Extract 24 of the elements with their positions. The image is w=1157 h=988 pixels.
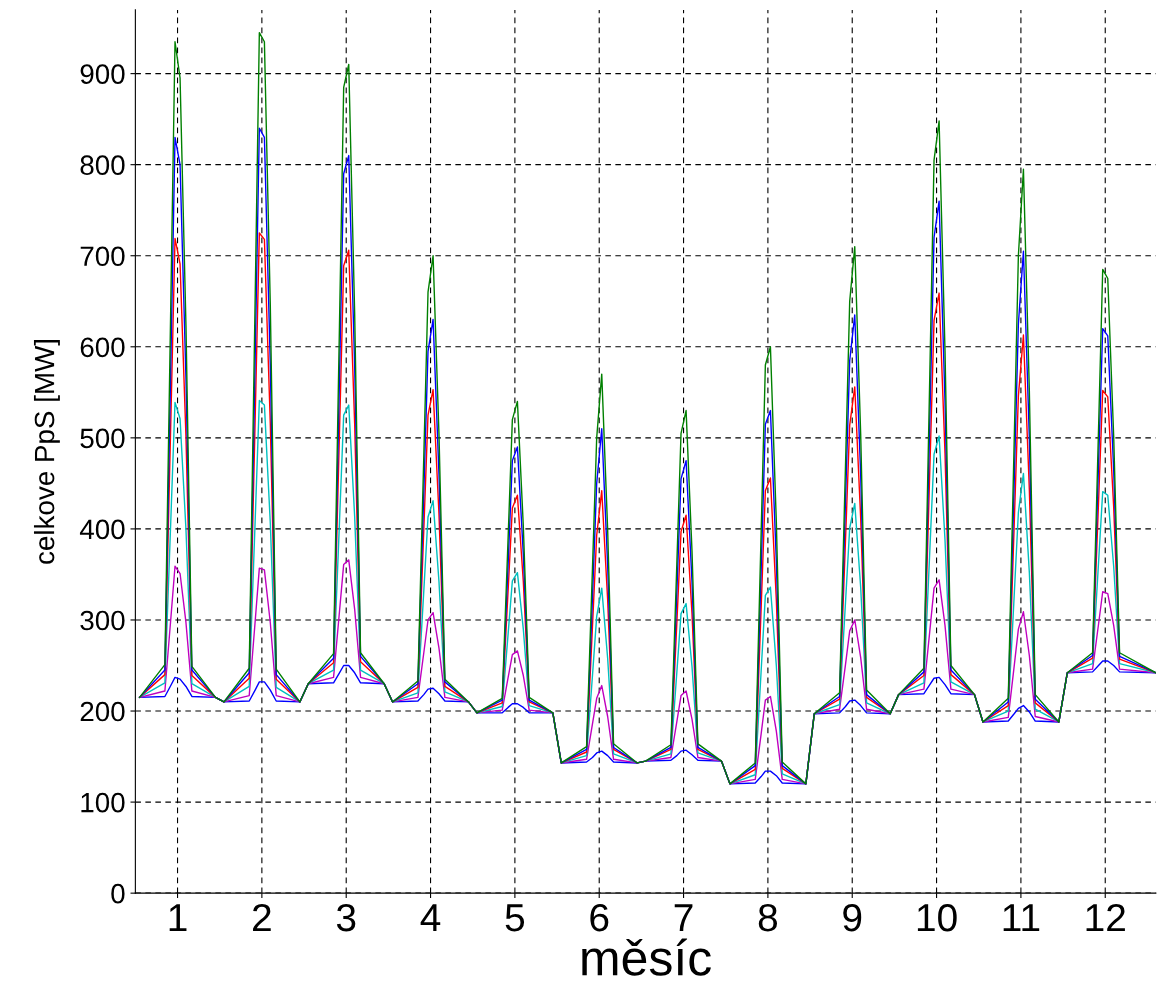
y-tick-label: 400 <box>79 519 125 540</box>
y-tick-label: 0 <box>111 883 125 904</box>
y-axis-title: celkove PpS [MW] <box>33 340 60 564</box>
x-tick-label: 2 <box>253 903 271 932</box>
y-tick-label: 500 <box>80 428 125 449</box>
x-tick-label: 7 <box>674 904 693 932</box>
x-tick-label: 11 <box>1003 904 1040 932</box>
y-tick-label: 600 <box>80 337 125 358</box>
y-tick-label: 700 <box>80 246 125 267</box>
y-tick-label: 800 <box>80 155 125 176</box>
x-tick-label: 10 <box>917 903 957 932</box>
y-tick-label: 900 <box>80 64 125 84</box>
y-tick-label: 100 <box>81 792 125 813</box>
x-tick-label: 9 <box>843 903 862 932</box>
x-tick-label: 8 <box>758 903 778 932</box>
y-tick-label: 200 <box>80 701 125 722</box>
x-tick-label: 3 <box>336 903 356 932</box>
x-tick-label: 1 <box>169 904 187 932</box>
x-tick-label: 5 <box>505 904 525 932</box>
y-tick-label: 300 <box>80 610 125 631</box>
x-tick-label: 6 <box>590 903 609 932</box>
x-axis-title: měsíc <box>582 938 711 976</box>
x-tick-label: 4 <box>420 904 441 932</box>
x-tick-label: 12 <box>1086 903 1125 932</box>
